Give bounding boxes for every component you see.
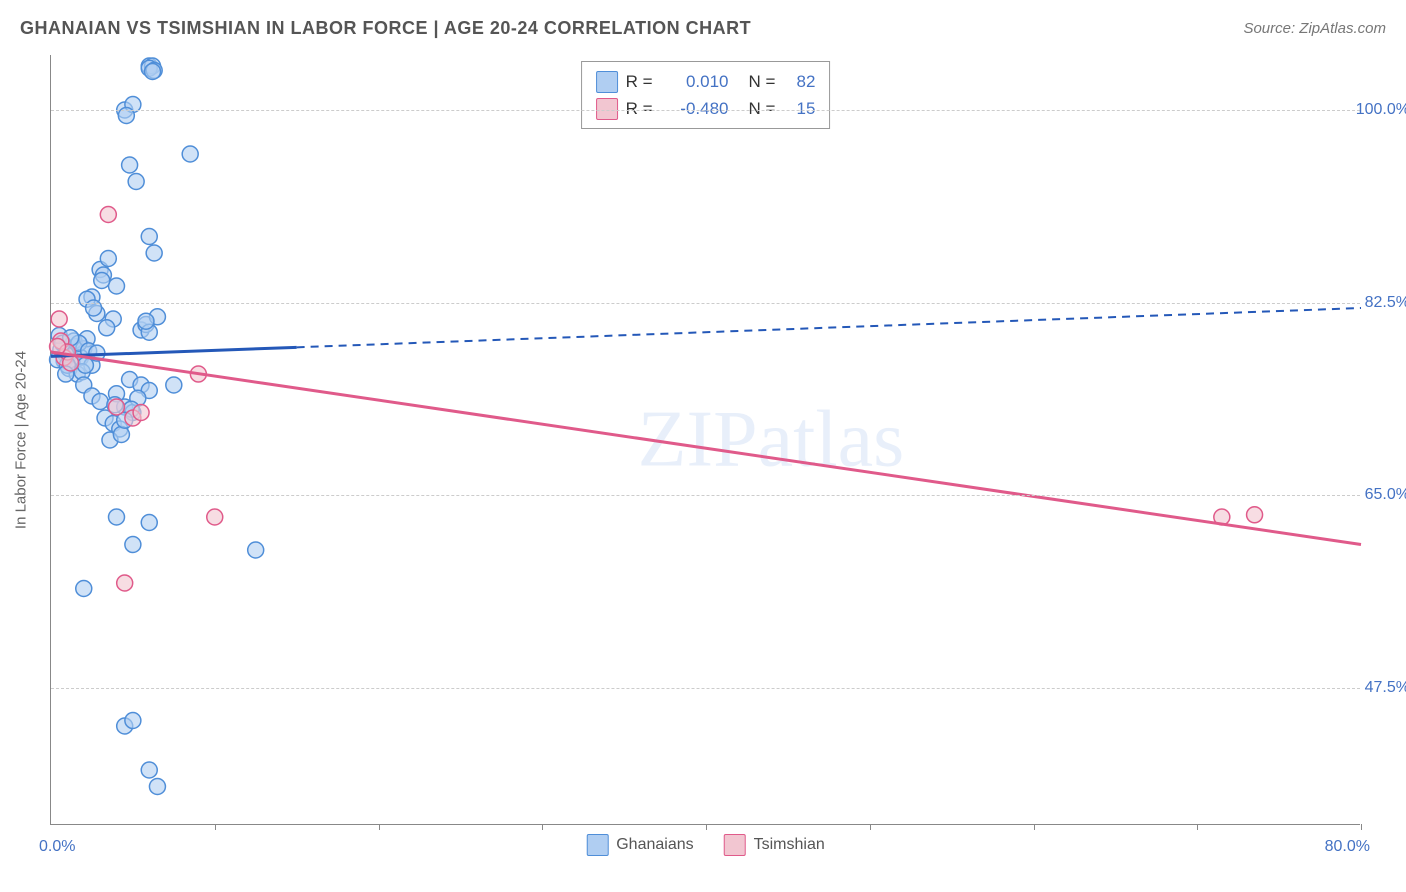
- y-tick-label: 65.0%: [1365, 486, 1406, 504]
- legend-swatch: [596, 71, 618, 93]
- legend-top-row: R = 0.010 N = 82: [596, 68, 816, 95]
- y-axis-title: In Labor Force | Age 20-24: [13, 350, 30, 528]
- scatter-point: [207, 509, 223, 525]
- legend-n-value: 15: [783, 95, 815, 122]
- trend-line-dashed: [297, 308, 1361, 347]
- x-axis-end-label: 80.0%: [1325, 838, 1370, 856]
- scatter-point: [109, 509, 125, 525]
- scatter-point: [109, 278, 125, 294]
- y-tick-label: 82.5%: [1365, 294, 1406, 312]
- scatter-point: [76, 581, 92, 597]
- scatter-point: [113, 427, 129, 443]
- scatter-point: [109, 399, 125, 415]
- y-tick-label: 100.0%: [1356, 101, 1406, 119]
- chart-svg: [51, 55, 1360, 824]
- gridline-h: [51, 495, 1360, 496]
- scatter-point: [100, 251, 116, 267]
- legend-series-name: Tsimshian: [754, 836, 825, 854]
- scatter-point: [149, 779, 165, 795]
- series-legend: Ghanaians Tsimshian: [586, 834, 825, 856]
- scatter-point: [248, 542, 264, 558]
- trend-line-solid: [51, 352, 1361, 545]
- scatter-point: [166, 377, 182, 393]
- scatter-point: [141, 515, 157, 531]
- x-tick: [1361, 824, 1362, 830]
- source-label: Source: ZipAtlas.com: [1243, 20, 1386, 37]
- scatter-point: [138, 313, 154, 329]
- chart-title: GHANAIAN VS TSIMSHIAN IN LABOR FORCE | A…: [20, 18, 751, 39]
- gridline-h: [51, 688, 1360, 689]
- scatter-point: [146, 245, 162, 261]
- scatter-point: [94, 273, 110, 289]
- x-tick: [542, 824, 543, 830]
- legend-series-name: Ghanaians: [616, 836, 693, 854]
- legend-r-value: 0.010: [661, 68, 729, 95]
- x-tick: [1034, 824, 1035, 830]
- scatter-point: [141, 229, 157, 245]
- scatter-point: [117, 575, 133, 591]
- x-tick: [870, 824, 871, 830]
- scatter-point: [99, 320, 115, 336]
- y-tick-label: 47.5%: [1365, 679, 1406, 697]
- correlation-legend: R = 0.010 N = 82 R = -0.480 N = 15: [581, 61, 831, 129]
- legend-swatch: [586, 834, 608, 856]
- scatter-point: [100, 207, 116, 223]
- legend-r-label: R =: [626, 95, 653, 122]
- scatter-point: [133, 405, 149, 421]
- legend-swatch: [596, 98, 618, 120]
- scatter-point: [77, 357, 93, 373]
- legend-bottom-item: Ghanaians: [586, 834, 693, 856]
- legend-n-label: N =: [749, 68, 776, 95]
- scatter-point: [63, 355, 79, 371]
- scatter-point: [128, 174, 144, 190]
- scatter-point: [51, 311, 67, 327]
- scatter-point: [141, 762, 157, 778]
- gridline-h: [51, 303, 1360, 304]
- legend-r-label: R =: [626, 68, 653, 95]
- scatter-point: [92, 394, 108, 410]
- legend-top-row: R = -0.480 N = 15: [596, 95, 816, 122]
- x-tick: [706, 824, 707, 830]
- chart-plot-area: In Labor Force | Age 20-24 ZIPatlas R =0…: [50, 55, 1360, 825]
- scatter-point: [182, 146, 198, 162]
- x-tick: [215, 824, 216, 830]
- x-axis-start-label: 0.0%: [39, 838, 75, 856]
- scatter-point: [125, 713, 141, 729]
- scatter-point: [1247, 507, 1263, 523]
- legend-swatch: [724, 834, 746, 856]
- scatter-point: [125, 537, 141, 553]
- x-tick: [379, 824, 380, 830]
- legend-n-value: 82: [783, 68, 815, 95]
- scatter-point: [122, 157, 138, 173]
- scatter-point: [145, 64, 161, 80]
- legend-r-value: -0.480: [661, 95, 729, 122]
- legend-n-label: N =: [749, 95, 776, 122]
- legend-bottom-item: Tsimshian: [724, 834, 825, 856]
- gridline-h: [51, 110, 1360, 111]
- x-tick: [1197, 824, 1198, 830]
